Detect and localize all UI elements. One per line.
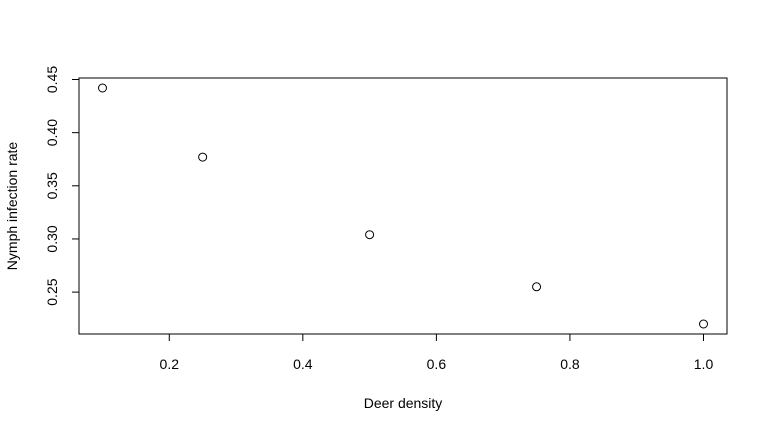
data-point (98, 83, 107, 93)
y-tick-label: 0.40 (44, 119, 60, 146)
data-point (699, 319, 708, 329)
y-tick-label: 0.25 (44, 278, 60, 305)
data-point (198, 152, 208, 162)
x-tick-label: 1.0 (694, 356, 714, 372)
x-tick-label: 0.4 (293, 356, 313, 372)
x-axis-label: Deer density (364, 395, 443, 411)
y-tick-label: 0.30 (44, 225, 60, 252)
y-tick-label: 0.45 (44, 66, 60, 93)
y-axis-label: Nymph infection rate (4, 142, 20, 271)
y-tick-label: 0.35 (44, 172, 60, 199)
data-point (365, 230, 375, 240)
x-axis: 0.2 0.4 0.6 0.8 1.0 (160, 333, 714, 372)
x-tick-label: 0.6 (427, 356, 447, 372)
x-tick-label: 0.8 (560, 356, 580, 372)
data-points (98, 83, 708, 329)
y-axis: 0.25 0.30 0.35 0.40 0.45 (44, 66, 80, 306)
x-tick-label: 0.2 (160, 356, 180, 372)
data-point (532, 282, 542, 292)
